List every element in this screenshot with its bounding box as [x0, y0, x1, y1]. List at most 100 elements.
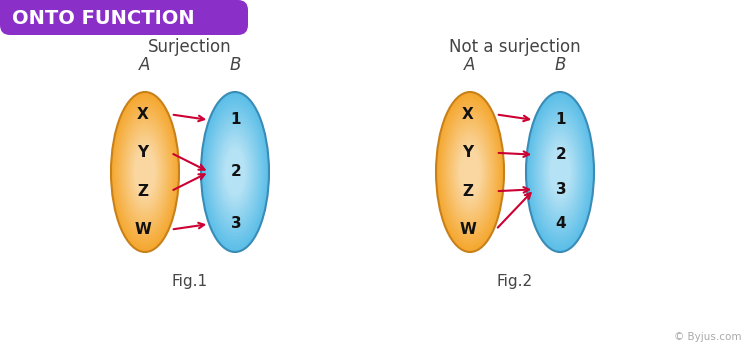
Text: 3: 3 [231, 217, 242, 231]
Ellipse shape [120, 114, 170, 230]
Text: X: X [462, 107, 474, 122]
Ellipse shape [536, 114, 585, 230]
Ellipse shape [454, 135, 485, 209]
Text: Z: Z [137, 184, 148, 199]
Ellipse shape [550, 148, 570, 196]
Ellipse shape [217, 130, 254, 215]
Ellipse shape [112, 95, 178, 249]
Ellipse shape [134, 145, 157, 199]
Ellipse shape [441, 104, 499, 239]
Ellipse shape [452, 130, 488, 215]
Text: 1: 1 [231, 112, 242, 127]
Ellipse shape [539, 123, 580, 221]
Text: © Byjus.com: © Byjus.com [674, 332, 742, 342]
Ellipse shape [202, 95, 268, 249]
Ellipse shape [225, 148, 245, 196]
Ellipse shape [458, 142, 483, 202]
Text: 2: 2 [556, 147, 566, 162]
Ellipse shape [451, 126, 490, 218]
Ellipse shape [204, 98, 266, 246]
Ellipse shape [448, 120, 492, 224]
Text: A: A [140, 56, 151, 74]
Ellipse shape [114, 98, 176, 246]
Ellipse shape [205, 102, 265, 243]
Ellipse shape [534, 111, 586, 233]
Ellipse shape [460, 148, 480, 196]
Ellipse shape [118, 107, 172, 237]
Ellipse shape [440, 102, 500, 243]
Ellipse shape [530, 102, 590, 243]
Ellipse shape [224, 145, 247, 199]
Ellipse shape [543, 132, 577, 211]
Text: Y: Y [463, 145, 473, 160]
Ellipse shape [122, 117, 169, 227]
Ellipse shape [446, 117, 494, 227]
Ellipse shape [541, 126, 580, 218]
Ellipse shape [115, 102, 175, 243]
Ellipse shape [436, 92, 504, 252]
Ellipse shape [201, 92, 269, 252]
Ellipse shape [458, 145, 482, 199]
Text: 2: 2 [231, 164, 242, 180]
Ellipse shape [135, 148, 155, 196]
Ellipse shape [444, 111, 496, 233]
Ellipse shape [548, 142, 573, 202]
Text: B: B [554, 56, 566, 74]
Ellipse shape [544, 135, 575, 209]
Ellipse shape [446, 114, 495, 230]
Ellipse shape [132, 142, 158, 202]
Ellipse shape [119, 111, 171, 233]
Ellipse shape [123, 120, 167, 224]
Text: Y: Y [137, 145, 148, 160]
Ellipse shape [214, 123, 256, 221]
Ellipse shape [222, 142, 248, 202]
Ellipse shape [526, 92, 594, 252]
Ellipse shape [211, 117, 259, 227]
Text: Z: Z [463, 184, 473, 199]
Text: A: A [464, 56, 476, 74]
Ellipse shape [215, 126, 254, 218]
Ellipse shape [130, 139, 159, 205]
Text: Fig.2: Fig.2 [497, 274, 533, 289]
Ellipse shape [532, 107, 587, 237]
Text: 3: 3 [556, 182, 566, 197]
Ellipse shape [538, 120, 582, 224]
Ellipse shape [536, 117, 584, 227]
FancyBboxPatch shape [0, 0, 50, 20]
Ellipse shape [546, 139, 574, 205]
Ellipse shape [127, 130, 164, 215]
FancyBboxPatch shape [0, 0, 248, 35]
Text: Not a surjection: Not a surjection [449, 38, 580, 56]
Ellipse shape [439, 98, 501, 246]
Ellipse shape [437, 95, 503, 249]
Text: B: B [230, 56, 241, 74]
Text: 1: 1 [556, 112, 566, 127]
Text: 4: 4 [556, 217, 566, 231]
Ellipse shape [130, 135, 160, 209]
Ellipse shape [210, 114, 260, 230]
Ellipse shape [220, 135, 251, 209]
Ellipse shape [529, 98, 591, 246]
Ellipse shape [442, 107, 497, 237]
Ellipse shape [453, 132, 487, 211]
Ellipse shape [124, 123, 166, 221]
Ellipse shape [449, 123, 491, 221]
Text: W: W [460, 222, 476, 237]
Ellipse shape [125, 126, 164, 218]
Ellipse shape [527, 95, 592, 249]
Ellipse shape [213, 120, 257, 224]
Text: Surjection: Surjection [148, 38, 232, 56]
Ellipse shape [116, 104, 174, 239]
Ellipse shape [456, 139, 484, 205]
Text: W: W [134, 222, 152, 237]
Ellipse shape [208, 107, 262, 237]
Text: Fig.1: Fig.1 [172, 274, 208, 289]
Ellipse shape [220, 139, 249, 205]
Ellipse shape [548, 145, 572, 199]
Ellipse shape [542, 130, 578, 215]
Ellipse shape [206, 104, 264, 239]
Ellipse shape [209, 111, 261, 233]
Ellipse shape [218, 132, 252, 211]
Ellipse shape [531, 104, 589, 239]
Ellipse shape [111, 92, 179, 252]
